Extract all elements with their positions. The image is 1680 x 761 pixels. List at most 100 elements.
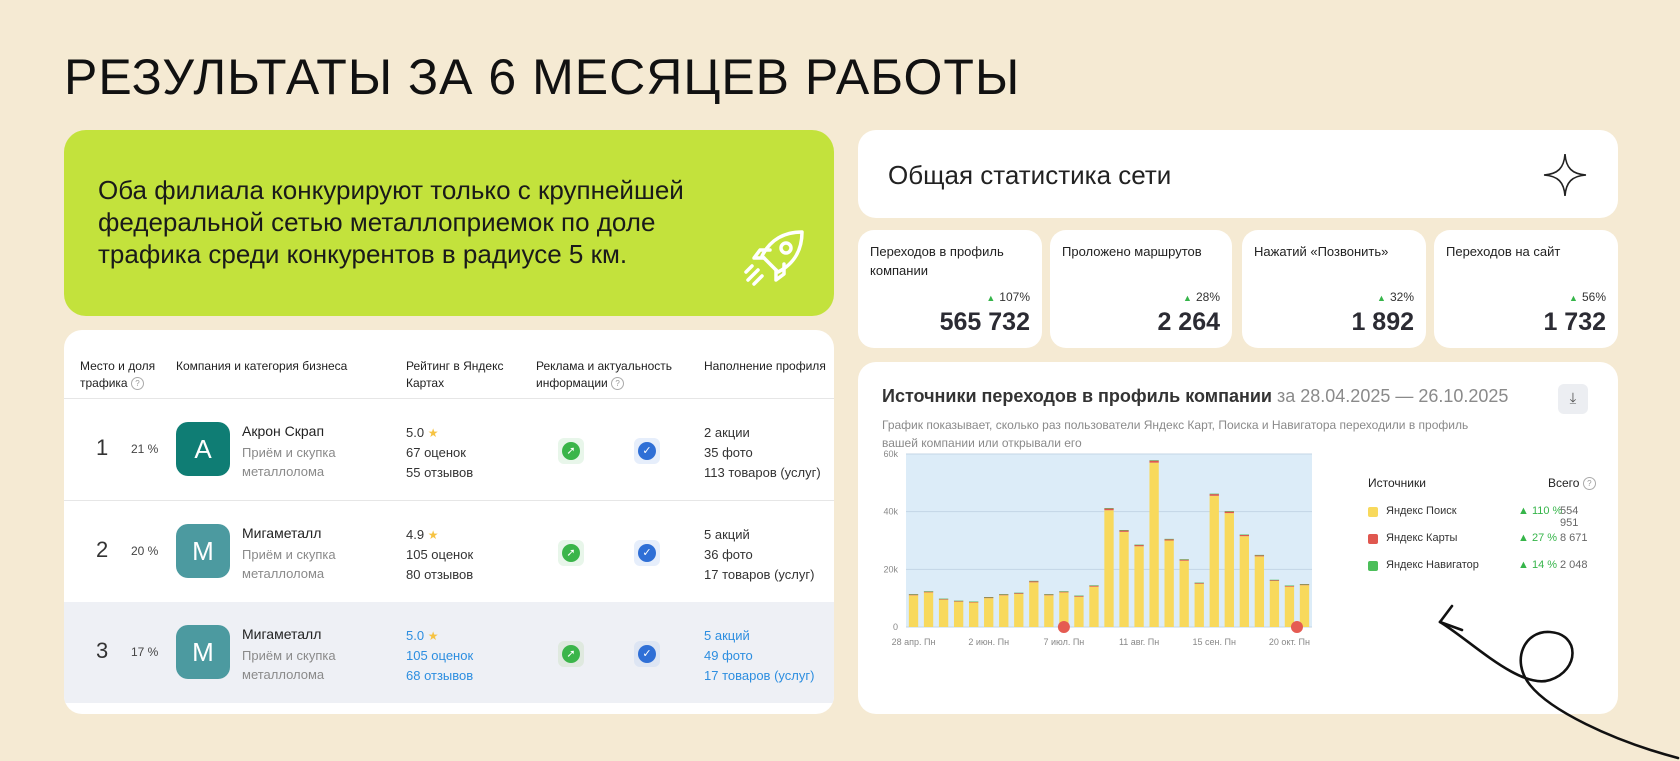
bar-navigator (1269, 579, 1280, 581)
bar-search (984, 598, 994, 627)
y-tick-label: 0 (893, 622, 898, 632)
bar-navigator (1254, 554, 1265, 556)
bar-navigator (1014, 592, 1024, 594)
bar-navigator (923, 591, 934, 592)
bar-maps (1269, 580, 1280, 581)
bar-maps (923, 591, 934, 593)
bar-navigator (1194, 582, 1204, 584)
bar-navigator (1149, 460, 1159, 461)
reviews-count[interactable]: 68 отзывов (406, 668, 474, 683)
event-marker (1290, 621, 1303, 633)
kpi-card-routes: Проложено маршрутов ▲ 28% 2 264 (1050, 230, 1232, 348)
bar-navigator (1104, 508, 1114, 509)
photos-count: 35 фото (704, 445, 753, 460)
traffic-share: 17 % (131, 645, 159, 659)
bar-search (1209, 495, 1219, 627)
bar-navigator (1224, 511, 1234, 512)
trend-up-icon: ▲ (986, 293, 996, 303)
y-tick-label: 20k (883, 564, 898, 574)
legend-item-maps[interactable]: Яндекс Карты ▲ 27 % 8 671 (1368, 531, 1598, 549)
legend-label: Яндекс Навигатор (1386, 559, 1479, 571)
bar-search (1059, 592, 1069, 627)
table-row[interactable]: 1 21 % А Акрон Скрап Приём и скупка мета… (64, 398, 834, 500)
kpi-delta: ▲ 107% (986, 290, 1030, 304)
bar-maps (1149, 460, 1159, 463)
bar-navigator (1179, 559, 1189, 560)
bar-search (1119, 531, 1129, 627)
bar-maps (938, 598, 949, 600)
help-icon[interactable]: ? (1582, 477, 1596, 491)
rating-block: 5.0 ★ 67 оценок 55 отзывов (406, 423, 473, 483)
verified-icon: ✓ (634, 641, 660, 667)
bar-maps (1209, 494, 1219, 496)
bar-search (908, 595, 919, 627)
sources-chart-card: Источники переходов в профиль компании з… (858, 362, 1618, 714)
trend-up-icon: ▲ (1569, 293, 1578, 303)
company-name[interactable]: Мигаметалл (242, 626, 322, 642)
rocket-icon (744, 230, 804, 286)
bar-navigator (1059, 591, 1069, 592)
bar-search (1239, 536, 1249, 627)
bar-navigator (984, 597, 994, 598)
trend-up-icon: ▲ (1377, 293, 1386, 303)
network-stats-header: Общая статистика сети (858, 130, 1618, 218)
goods-count[interactable]: 17 товаров (услуг) (704, 668, 815, 683)
bar-maps (1224, 511, 1234, 514)
ratings-count[interactable]: 105 оценок (406, 648, 474, 663)
y-tick-label: 60k (883, 449, 898, 459)
bar-maps (1059, 591, 1069, 593)
help-icon[interactable]: ? (611, 377, 625, 391)
table-row[interactable]: 2 20 % М Мигаметалл Приём и скупка метал… (64, 500, 834, 602)
legend-label: Яндекс Карты (1386, 532, 1458, 544)
legend-change: ▲ 14 % (1518, 559, 1558, 571)
company-name[interactable]: Акрон Скрап (242, 423, 325, 439)
kpi-label: Проложено маршрутов (1062, 244, 1202, 259)
bar-search (1029, 582, 1039, 627)
bar-navigator (1119, 530, 1129, 531)
bar-maps (999, 594, 1009, 596)
table-row-highlighted[interactable]: 3 17 % М Мигаметалл Приём и скупка метал… (64, 602, 834, 703)
legend-total: 8 671 (1560, 532, 1588, 544)
verified-icon: ✓ (634, 540, 660, 566)
y-tick-label: 40k (883, 507, 898, 517)
promos-count[interactable]: 5 акций (704, 628, 750, 643)
help-icon[interactable]: ? (130, 377, 144, 391)
bar-navigator (1284, 585, 1295, 587)
bar-maps (1194, 582, 1204, 584)
bar-chart: 0 20k 40k 60k 28 апр. Пн 2 июн. Пн 7 июл. Пн 11… (883, 449, 1312, 647)
bar-search (1179, 560, 1189, 627)
reviews-count: 55 отзывов (406, 465, 474, 480)
bar-search (938, 599, 949, 627)
highlight-card: Оба филиала конкурируют только с крупней… (64, 130, 834, 316)
column-header-company: Компания и категория бизнеса (176, 359, 348, 373)
legend-item-navigator[interactable]: Яндекс Навигатор ▲ 14 % 2 048 (1368, 558, 1598, 576)
company-name[interactable]: Мигаметалл (242, 525, 322, 541)
download-button[interactable]: ⤓ (1558, 384, 1588, 414)
promos-count: 5 акций (704, 527, 750, 542)
bar-navigator (1044, 594, 1054, 595)
photos-count[interactable]: 49 фото (704, 648, 753, 663)
bar-maps (1089, 585, 1099, 587)
network-stats-title: Общая статистика сети (888, 160, 1172, 190)
legend-item-search[interactable]: Яндекс Поиск ▲ 110 % 554 951 (1368, 504, 1598, 529)
kpi-card-site-visits: Переходов на сайт ▲ 56% 1 732 (1434, 230, 1618, 348)
bar-navigator (1089, 585, 1099, 586)
bar-search (1074, 596, 1084, 627)
bar-maps (1044, 594, 1054, 596)
bar-navigator (1029, 580, 1039, 582)
bar-maps (984, 597, 994, 599)
photos-count: 36 фото (704, 547, 753, 562)
rating-value: 4.9 (406, 527, 425, 542)
bar-search (1089, 586, 1099, 627)
bar-search (923, 592, 934, 627)
kpi-delta: ▲ 32% (1377, 290, 1414, 304)
kpi-value: 1 732 (1543, 308, 1606, 336)
bar-navigator (938, 598, 949, 600)
legend-title: Источники (1368, 476, 1426, 490)
bar-maps (969, 601, 979, 603)
bar-search (1299, 585, 1310, 627)
bar-search (1014, 593, 1024, 627)
bar-navigator (908, 594, 919, 595)
bar-maps (1104, 508, 1114, 511)
bar-navigator (953, 600, 964, 602)
